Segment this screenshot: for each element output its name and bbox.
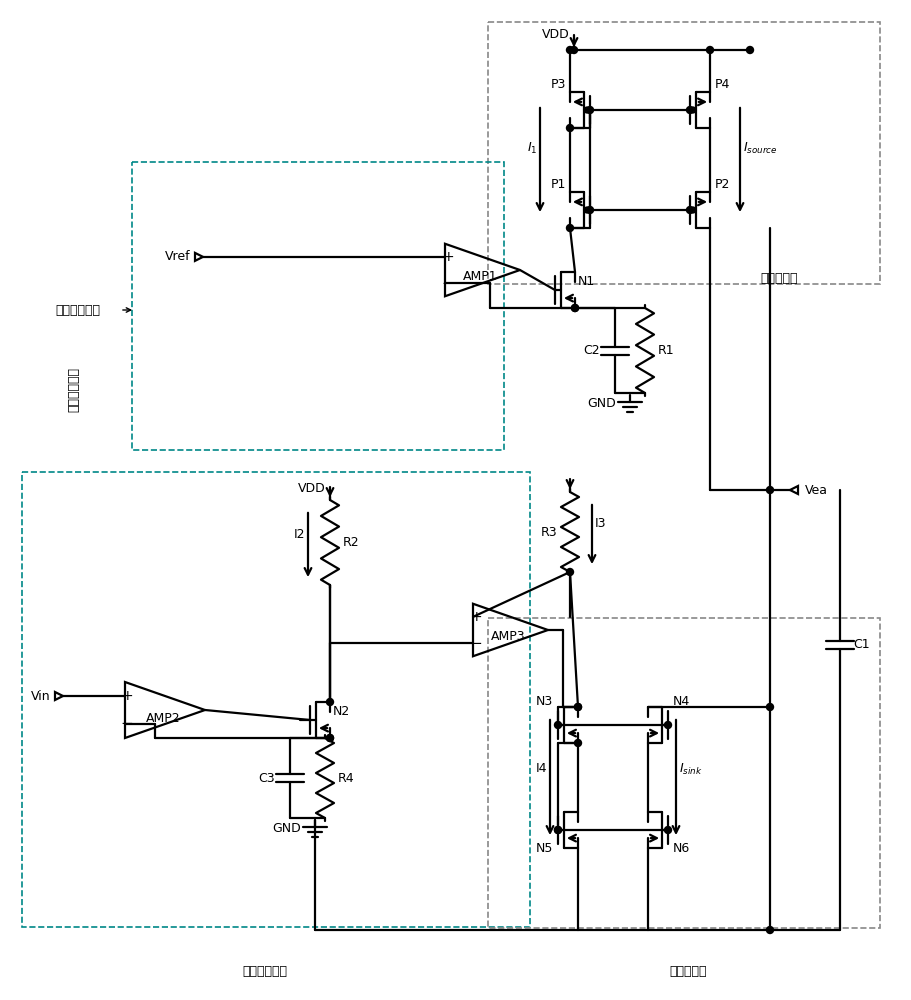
Text: GND: GND bbox=[272, 822, 301, 835]
Text: C3: C3 bbox=[259, 772, 275, 784]
Text: Vea: Vea bbox=[805, 484, 828, 496]
Text: N3: N3 bbox=[536, 695, 553, 708]
Text: VDD: VDD bbox=[298, 482, 326, 494]
Circle shape bbox=[664, 722, 671, 728]
Text: GND: GND bbox=[588, 397, 616, 410]
Circle shape bbox=[567, 46, 574, 53]
Circle shape bbox=[575, 740, 581, 746]
Text: $I_{sink}$: $I_{sink}$ bbox=[679, 762, 702, 777]
Circle shape bbox=[746, 46, 753, 53]
Circle shape bbox=[687, 106, 693, 113]
Text: N1: N1 bbox=[578, 275, 595, 288]
Circle shape bbox=[567, 225, 574, 232]
Circle shape bbox=[575, 704, 581, 710]
Bar bbox=[22, 472, 530, 927]
Circle shape bbox=[555, 826, 561, 834]
Text: P3: P3 bbox=[550, 78, 566, 91]
Text: Vref: Vref bbox=[166, 250, 191, 263]
Text: I3: I3 bbox=[595, 517, 607, 530]
Text: R4: R4 bbox=[338, 772, 354, 784]
Bar bbox=[488, 22, 880, 284]
Text: +: + bbox=[121, 689, 133, 703]
Text: VDD: VDD bbox=[542, 27, 570, 40]
Circle shape bbox=[687, 207, 693, 214]
Text: 镜像电流沉: 镜像电流沉 bbox=[670, 965, 707, 978]
Text: N4: N4 bbox=[673, 695, 691, 708]
Text: −: − bbox=[442, 276, 455, 291]
Text: N2: N2 bbox=[333, 705, 350, 718]
Bar bbox=[132, 162, 504, 450]
Text: +: + bbox=[442, 250, 454, 264]
Circle shape bbox=[664, 826, 671, 834]
Circle shape bbox=[570, 46, 578, 53]
Text: −: − bbox=[470, 636, 483, 651]
Circle shape bbox=[326, 734, 333, 742]
Circle shape bbox=[766, 487, 773, 493]
Text: Vin: Vin bbox=[31, 690, 51, 702]
Text: AMP2: AMP2 bbox=[146, 712, 180, 725]
Circle shape bbox=[766, 926, 773, 934]
Text: R1: R1 bbox=[658, 344, 675, 357]
Bar bbox=[488, 618, 880, 928]
Text: C2: C2 bbox=[583, 344, 600, 357]
Circle shape bbox=[326, 734, 333, 742]
Circle shape bbox=[567, 568, 574, 576]
Text: 跨导放大器一: 跨导放大器一 bbox=[55, 304, 100, 316]
Text: P4: P4 bbox=[714, 78, 730, 91]
Text: $I_{source}$: $I_{source}$ bbox=[743, 141, 778, 156]
Circle shape bbox=[555, 826, 561, 834]
Circle shape bbox=[567, 124, 574, 131]
Text: P1: P1 bbox=[550, 178, 566, 191]
Circle shape bbox=[575, 704, 581, 710]
Text: −: − bbox=[120, 716, 133, 732]
Circle shape bbox=[587, 106, 593, 113]
Circle shape bbox=[555, 722, 561, 728]
Text: +: + bbox=[470, 610, 482, 624]
Circle shape bbox=[766, 704, 773, 710]
Text: AMP3: AMP3 bbox=[491, 630, 526, 643]
Text: 跨导放大器二: 跨导放大器二 bbox=[242, 965, 288, 978]
Text: N5: N5 bbox=[536, 842, 553, 855]
Circle shape bbox=[571, 304, 578, 312]
Circle shape bbox=[587, 207, 593, 214]
Text: 镜像电流源: 镜像电流源 bbox=[760, 271, 797, 284]
Text: C1: C1 bbox=[853, 639, 870, 652]
Text: P2: P2 bbox=[714, 178, 730, 191]
Text: $I_1$: $I_1$ bbox=[527, 141, 537, 156]
Text: I2: I2 bbox=[293, 528, 305, 540]
Text: R3: R3 bbox=[540, 526, 557, 538]
Text: I4: I4 bbox=[536, 762, 547, 776]
Text: N6: N6 bbox=[673, 842, 691, 855]
Circle shape bbox=[571, 304, 578, 312]
Circle shape bbox=[326, 698, 333, 706]
Text: R2: R2 bbox=[343, 536, 360, 549]
Circle shape bbox=[707, 46, 713, 53]
Text: 跨导放大器一: 跨导放大器一 bbox=[67, 367, 80, 412]
Text: AMP1: AMP1 bbox=[463, 270, 497, 283]
